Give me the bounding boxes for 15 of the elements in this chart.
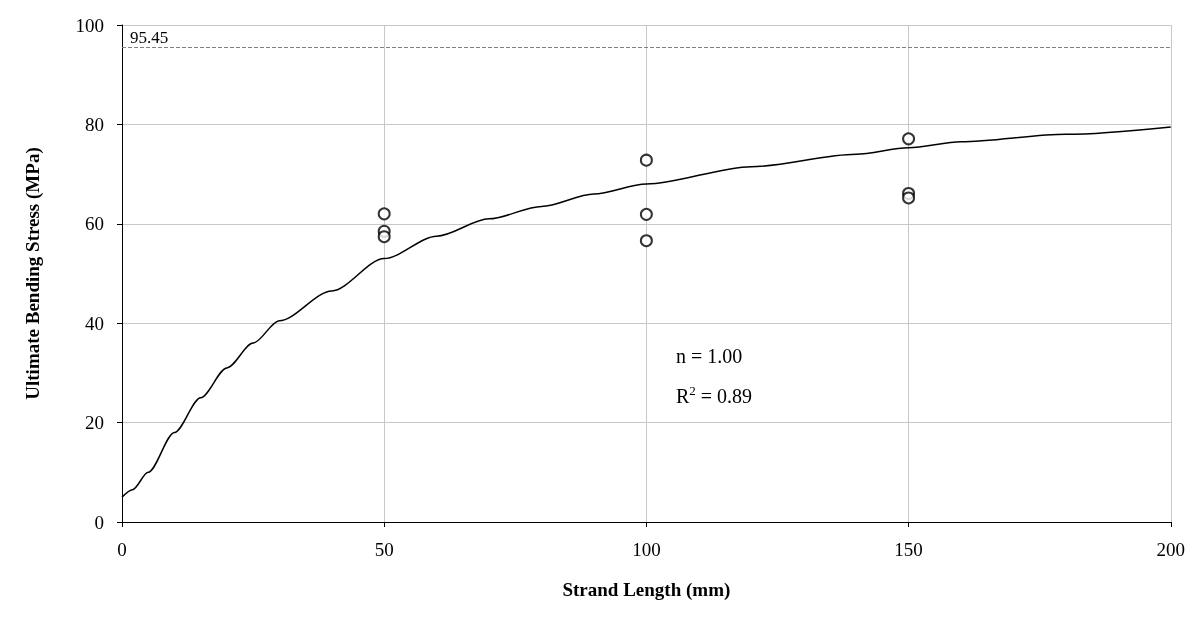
x-tick-label: 0 — [117, 539, 127, 560]
annotation: n = 1.00 — [676, 345, 743, 367]
x-tick-label: 50 — [374, 539, 394, 560]
y-tick-label: 20 — [85, 412, 104, 434]
y-tick-label: 80 — [85, 113, 104, 135]
y-tick-label: 0 — [94, 511, 104, 533]
ref-line-label: 95.45 — [130, 27, 169, 47]
y-tick-label: 60 — [85, 213, 104, 235]
y-tick-label: 40 — [85, 312, 104, 334]
x-tick-label: 100 — [632, 539, 661, 560]
y-axis-title: Ultimate Bending Stress (MPa) — [22, 147, 44, 400]
x-axis-title: Strand Length (mm) — [562, 579, 731, 601]
x-tick-label: 200 — [1156, 539, 1185, 560]
x-tick-label: 150 — [894, 539, 923, 560]
y-tick-label: 100 — [75, 14, 104, 36]
